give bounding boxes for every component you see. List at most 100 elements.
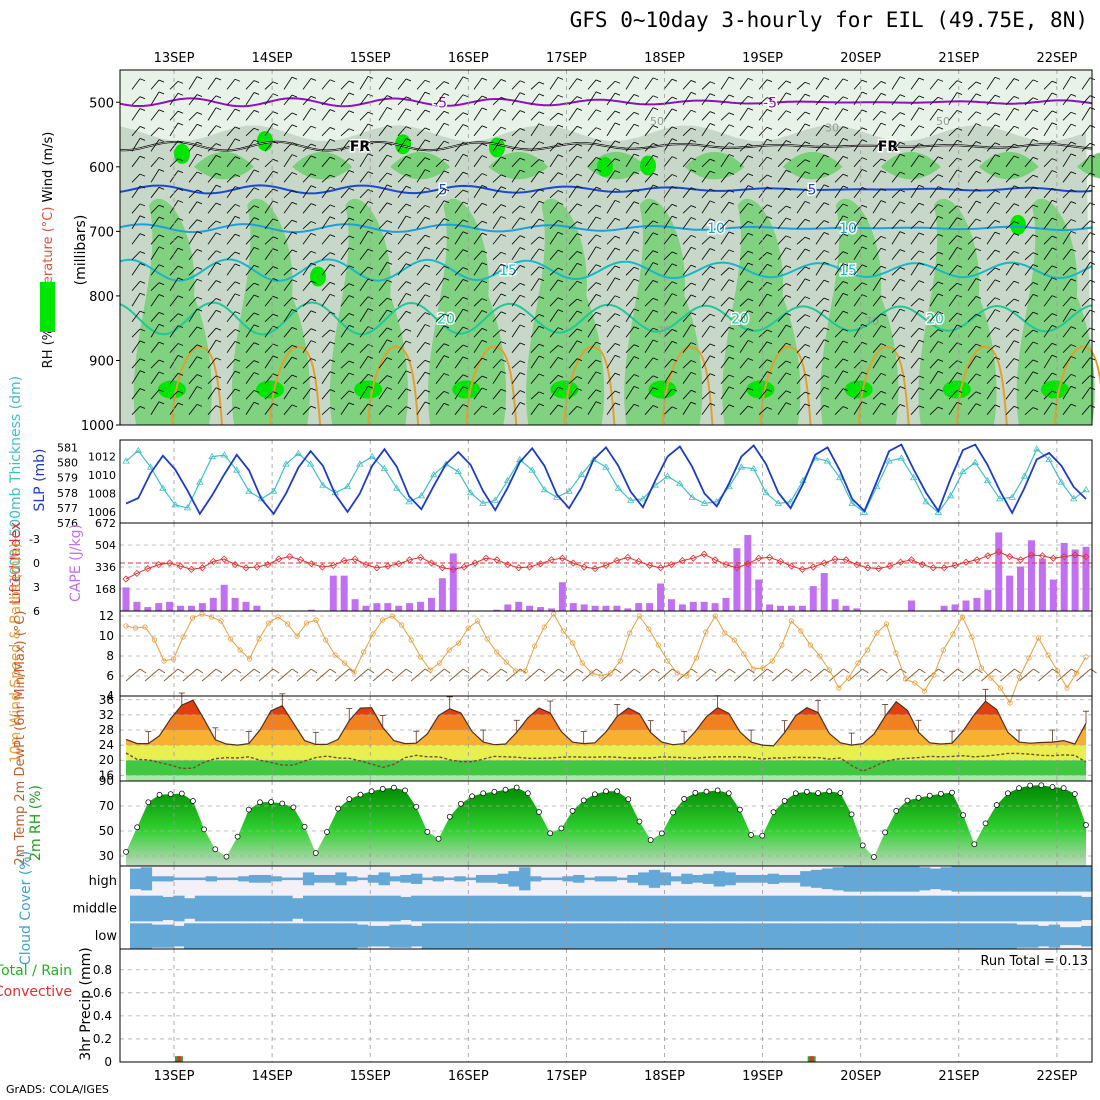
wind-barb xyxy=(758,407,768,416)
wind-barb-flag xyxy=(842,78,849,82)
wind-barb xyxy=(587,91,597,106)
wind-barb-flag xyxy=(329,389,336,392)
wind-barb-flag xyxy=(538,123,545,127)
li-tick-label: -3 xyxy=(29,533,40,546)
rh-point xyxy=(647,837,654,843)
wind-barb-flag xyxy=(899,308,906,312)
wind-barb-flag xyxy=(576,185,583,189)
cape-bar xyxy=(1082,546,1090,611)
wind-barb-flag xyxy=(1013,340,1020,344)
wind-barb xyxy=(454,219,464,230)
wind-barb xyxy=(796,296,806,307)
wind-barb-flag xyxy=(310,155,317,159)
wind-barb-flag xyxy=(576,280,583,284)
wind-barb-flag xyxy=(481,125,488,129)
wind-barb-flag xyxy=(1051,325,1058,328)
wind-barb xyxy=(568,203,578,214)
thickness-point xyxy=(700,499,709,506)
wind-barb xyxy=(587,204,597,214)
cloud-bar xyxy=(302,923,315,949)
wind-barb-flag xyxy=(443,265,450,269)
wind-barb xyxy=(188,296,198,307)
wind-barb-flag xyxy=(804,296,811,300)
precip-legend-rain: Total / Rain xyxy=(0,963,72,979)
wind-barb xyxy=(435,140,445,152)
wind-barb-flag xyxy=(842,388,849,392)
wind-barb xyxy=(815,250,825,261)
wind-barb-flag xyxy=(880,355,887,358)
cloud-bar xyxy=(216,877,228,881)
wind-barb xyxy=(530,355,540,369)
wind-barb xyxy=(302,143,312,152)
wind-speed-point xyxy=(741,651,747,657)
wind-barb-flag xyxy=(956,342,963,346)
wind-barb-flag xyxy=(1013,376,1020,379)
wind-barb-flag xyxy=(1070,248,1077,252)
li-point xyxy=(198,564,206,572)
wind-speed-point xyxy=(427,667,433,673)
cape-bar xyxy=(646,603,654,611)
wind-barb-flag xyxy=(443,313,450,317)
wind-barb xyxy=(302,340,312,353)
wind-barb xyxy=(150,139,160,152)
wind-barb-flag xyxy=(310,185,317,189)
wind-barb xyxy=(853,234,863,245)
wind-barb-flag xyxy=(595,371,602,375)
cape-panel xyxy=(120,523,1092,611)
wind-barb xyxy=(777,187,787,199)
wind-barb-flag xyxy=(728,374,735,378)
wind-barb xyxy=(378,172,388,183)
isotherm-label: -5 xyxy=(433,95,447,111)
surface-barb xyxy=(1076,668,1091,682)
wind-barb-flag xyxy=(462,189,469,193)
cape-bar xyxy=(580,604,588,611)
wind-barb-flag xyxy=(310,221,317,224)
cape-bar xyxy=(711,603,719,611)
wind-barb xyxy=(872,343,882,354)
li-point xyxy=(384,562,392,570)
wind-barb-flag xyxy=(937,263,944,267)
wind-barb xyxy=(131,358,141,369)
rh-point xyxy=(848,811,855,818)
rh-legend-swatch xyxy=(40,282,55,332)
cloud-bar xyxy=(216,923,228,949)
wind-barb xyxy=(739,358,749,369)
cloud-bar xyxy=(346,895,358,922)
wind-barb-flag xyxy=(766,138,773,142)
cape-bar xyxy=(187,605,195,611)
wind-barb xyxy=(454,142,464,152)
wind-barb xyxy=(720,249,730,261)
cloud-bar xyxy=(411,873,423,884)
wind-barb xyxy=(929,138,939,152)
wind-barb-flag xyxy=(595,389,602,393)
cloud-bar xyxy=(594,895,607,922)
wind-speed-point xyxy=(769,658,775,664)
wind-barb xyxy=(644,95,654,106)
wind-barb xyxy=(1081,184,1091,199)
cape-tick-label: 504 xyxy=(95,539,116,552)
isotherm-label: 20 xyxy=(437,312,455,328)
cloud-bar xyxy=(648,923,661,949)
wind-barb xyxy=(1062,201,1072,214)
wind-barb xyxy=(891,308,901,322)
wind-barb-flag xyxy=(1032,329,1039,333)
wind-barb-flag xyxy=(462,112,469,116)
cloud-bar xyxy=(778,874,790,883)
wind-barb-flag xyxy=(899,386,906,389)
wind-barb xyxy=(777,128,787,137)
wind-barb-flag xyxy=(500,126,507,130)
wind-barb xyxy=(1043,140,1053,152)
cloud-bar xyxy=(519,895,531,922)
wind-barb xyxy=(910,280,920,292)
cloud-bar xyxy=(767,873,780,884)
wind-barb xyxy=(834,310,844,322)
cape-bar xyxy=(449,553,457,611)
wind-barb-flag xyxy=(1070,201,1077,205)
wind-barb-flag xyxy=(291,76,298,80)
wind-barb xyxy=(682,217,692,230)
wind-barb xyxy=(435,295,445,307)
cloud-bar xyxy=(962,923,974,949)
wind-barb xyxy=(321,371,331,384)
wind-barb-flag xyxy=(405,263,412,267)
wind-barb xyxy=(511,110,521,121)
